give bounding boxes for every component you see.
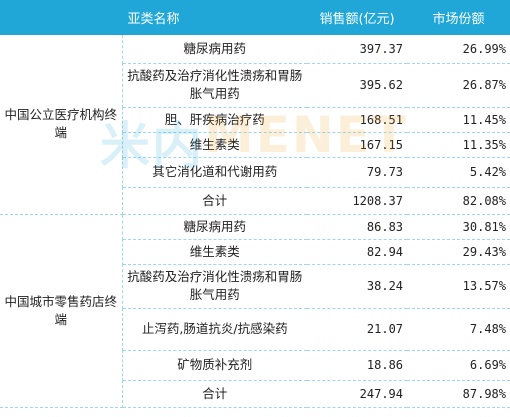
header-sales: 销售额(亿元) <box>307 0 408 35</box>
sales-value: 397.37 <box>307 35 408 64</box>
share-value: 26.87% <box>407 63 510 108</box>
table-total-row: 合计 1208.37 82.08% <box>0 187 510 215</box>
table-row: 抗酸药及治疗消化性溃疡和胃肠胀气用药 38.24 13.57% <box>0 264 510 309</box>
sales-value: 38.24 <box>307 264 408 309</box>
subcategory-name: 其它消化道和代谢用药 <box>122 157 308 188</box>
table-row: 中国城市零售药店终端 糖尿病用药 86.83 30.81% <box>0 214 510 408</box>
header-category: 亚类名称 <box>0 0 308 35</box>
share-value: 7.48% <box>407 308 510 351</box>
total-share-value: 87.98% <box>407 380 510 408</box>
table-header-row: 亚类名称 销售额(亿元) 市场份额 <box>0 0 510 35</box>
sales-value: 167.15 <box>307 132 408 158</box>
share-value: 26.99% <box>407 35 510 64</box>
table-row: 中国公立医疗机构终端 糖尿病用药 397.37 26.99% <box>0 35 510 215</box>
total-label: 合计 <box>122 380 308 408</box>
market-share-table: 亚类名称 销售额(亿元) 市场份额 中国公立医疗机构终端 糖尿病用药 397.3… <box>0 0 510 408</box>
share-value: 6.69% <box>407 350 510 381</box>
sales-value: 21.07 <box>307 308 408 351</box>
share-value: 29.43% <box>407 239 510 265</box>
total-sales-value: 1208.37 <box>307 187 408 215</box>
sales-value: 86.83 <box>307 214 408 240</box>
sales-value: 168.51 <box>307 107 408 133</box>
share-value: 13.57% <box>407 264 510 309</box>
subcategory-name: 糖尿病用药 <box>122 214 308 240</box>
table-row: 矿物质补充剂 18.86 6.69% <box>0 350 510 381</box>
share-value: 11.45% <box>407 107 510 133</box>
group-name: 中国城市零售药店终端 <box>0 214 123 408</box>
table-row: 维生素类 82.94 29.43% <box>0 239 510 265</box>
subcategory-name: 维生素类 <box>122 132 308 158</box>
table-row: 胆、肝疾病治疗药 168.51 11.45% <box>0 107 510 133</box>
sales-value: 18.86 <box>307 350 408 381</box>
table-row: 其它消化道和代谢用药 79.73 5.42% <box>0 157 510 188</box>
header-share: 市场份额 <box>407 0 510 35</box>
table-total-row: 合计 247.94 87.98% <box>0 380 510 408</box>
table-row: 抗酸药及治疗消化性溃疡和胃肠胀气用药 395.62 26.87% <box>0 63 510 108</box>
sales-value: 82.94 <box>307 239 408 265</box>
subcategory-name: 抗酸药及治疗消化性溃疡和胃肠胀气用药 <box>122 63 308 108</box>
table-row: 维生素类 167.15 11.35% <box>0 132 510 158</box>
sales-value: 79.73 <box>307 157 408 188</box>
subcategory-name: 胆、肝疾病治疗药 <box>122 107 308 133</box>
share-value: 11.35% <box>407 132 510 158</box>
table-row: 止泻药,肠道抗炎/抗感染药 21.07 7.48% <box>0 308 510 351</box>
group-name: 中国公立医疗机构终端 <box>0 35 123 215</box>
subcategory-name: 矿物质补充剂 <box>122 350 308 381</box>
total-sales-value: 247.94 <box>307 380 408 408</box>
share-value: 5.42% <box>407 157 510 188</box>
subcategory-name: 止泻药,肠道抗炎/抗感染药 <box>122 308 308 351</box>
total-label: 合计 <box>122 187 308 215</box>
subcategory-name: 抗酸药及治疗消化性溃疡和胃肠胀气用药 <box>122 264 308 309</box>
total-share-value: 82.08% <box>407 187 510 215</box>
share-value: 30.81% <box>407 214 510 240</box>
sales-value: 395.62 <box>307 63 408 108</box>
subcategory-name: 维生素类 <box>122 239 308 265</box>
subcategory-name: 糖尿病用药 <box>122 35 308 64</box>
